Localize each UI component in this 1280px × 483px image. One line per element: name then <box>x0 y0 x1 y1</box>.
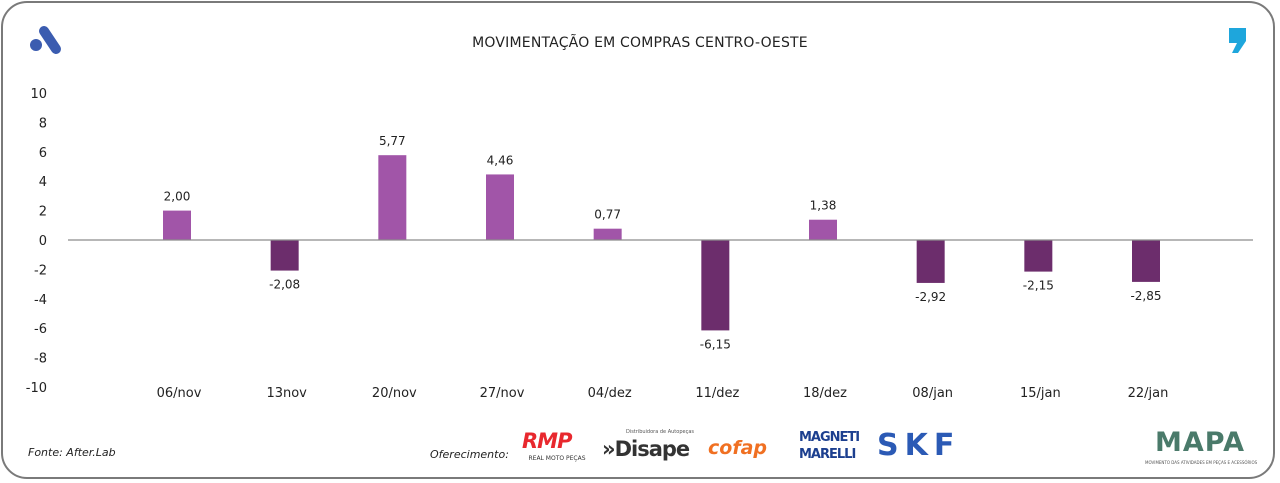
data-label: 0,77 <box>594 208 621 222</box>
mapa-wordmark: MAPA <box>1155 427 1245 458</box>
bar-04/dez <box>593 228 622 240</box>
rmp-wordmark: RMP <box>522 429 572 453</box>
x-tick-label: 08/jan <box>912 386 953 401</box>
x-tick-label: 11/dez <box>695 386 739 401</box>
bar-22/jan <box>1132 240 1160 282</box>
y-tick-label: 10 <box>30 87 47 102</box>
data-label: 5,77 <box>379 134 406 148</box>
bar-06/nov <box>163 210 191 240</box>
x-tick-label: 13nov <box>266 386 307 401</box>
x-tick-label: 27/nov <box>480 386 525 401</box>
disape-tagline: Distribuidora de Autopeças <box>625 429 694 435</box>
chart-title: MOVIMENTAÇÃO EM COMPRAS CENTRO-OESTE <box>472 35 808 51</box>
sponsor-logo-disape: Distribuidora de Autopeças »Disape <box>602 428 694 462</box>
data-label: -2,08 <box>269 278 300 292</box>
data-label: -2,85 <box>1130 289 1161 303</box>
y-tick-label: -8 <box>34 352 47 367</box>
bar-13nov <box>270 240 299 271</box>
x-tick-label: 20/nov <box>372 386 417 401</box>
y-tick-label: 6 <box>39 146 47 161</box>
data-label: -6,15 <box>700 337 731 351</box>
data-label: 1,38 <box>810 199 837 213</box>
x-tick-label: 15/jan <box>1020 386 1061 401</box>
x-tick-label: 04/dez <box>588 386 632 401</box>
data-label: -2,15 <box>1023 279 1054 293</box>
sponsor-logo-cofap: cofap <box>708 437 768 459</box>
sponsor-logo-rmp: RMP REAL MOTO PEÇAS <box>522 428 592 463</box>
y-tick-label: -6 <box>34 322 47 337</box>
x-tick-label: 06/nov <box>157 386 202 401</box>
bar-08/jan <box>916 240 945 283</box>
x-tick-label: 22/jan <box>1128 386 1169 401</box>
data-label: 2,00 <box>164 190 191 204</box>
bar-27/nov <box>486 174 514 240</box>
y-tick-label: -2 <box>34 263 47 278</box>
bar-20/nov <box>378 155 407 240</box>
comma-logo-icon <box>1229 28 1246 53</box>
disape-wordmark: »Disape <box>602 437 690 461</box>
a-logo-icon <box>30 26 61 54</box>
source-note: Fonte: After.Lab <box>28 446 116 459</box>
y-tick-label: 4 <box>39 175 47 190</box>
y-tick-label: 2 <box>39 205 47 220</box>
mapa-logo: MAPA MOVIMENTO DAS ATIVIDADES EM PEÇAS E… <box>1145 426 1258 466</box>
bar-18/dez <box>809 219 837 240</box>
mapa-tagline: MOVIMENTO DAS ATIVIDADES EM PEÇAS E ACES… <box>1145 460 1258 465</box>
y-tick-label: 8 <box>39 116 47 131</box>
offered-by-label: Oferecimento: <box>430 448 509 461</box>
y-tick-label: 0 <box>39 234 47 249</box>
y-tick-label: -4 <box>34 293 47 308</box>
x-tick-label: 18/dez <box>803 386 847 401</box>
data-label: -2,92 <box>915 290 946 304</box>
sponsor-logo-skf: SKF <box>877 428 961 463</box>
bar-15/jan <box>1024 240 1053 272</box>
sponsor-logo-magneti-marelli: MAGNETI MARELLI <box>799 430 860 462</box>
rmp-tagline: REAL MOTO PEÇAS <box>528 455 586 462</box>
y-tick-label: -10 <box>26 381 47 396</box>
bar-11/dez <box>701 240 730 331</box>
data-label: 4,46 <box>487 153 514 167</box>
